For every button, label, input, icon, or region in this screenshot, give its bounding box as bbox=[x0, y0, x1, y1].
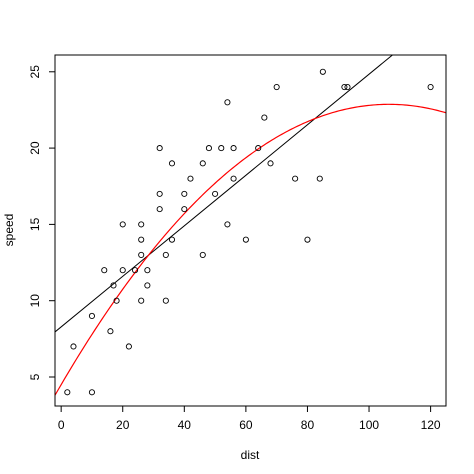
y-tick-label: 20 bbox=[28, 141, 42, 155]
data-point bbox=[292, 175, 299, 182]
data-point bbox=[168, 236, 176, 243]
y-tick-label: 5 bbox=[28, 373, 42, 380]
data-point bbox=[119, 221, 126, 228]
data-point bbox=[187, 175, 194, 182]
data-point bbox=[144, 267, 151, 274]
data-point bbox=[144, 282, 151, 289]
x-tick-label: 120 bbox=[421, 418, 441, 432]
x-axis-label: dist bbox=[241, 448, 260, 462]
data-point bbox=[156, 145, 163, 152]
x-tick-label: 100 bbox=[359, 418, 379, 432]
data-point bbox=[218, 145, 225, 152]
data-point bbox=[230, 145, 237, 152]
data-point bbox=[138, 251, 145, 258]
data-point bbox=[316, 175, 323, 182]
y-axis: 5 10 15 20 25 bbox=[28, 65, 55, 380]
data-point bbox=[267, 160, 274, 167]
data-point bbox=[199, 160, 206, 167]
x-tick-label: 0 bbox=[58, 418, 65, 432]
data-point bbox=[224, 99, 231, 106]
data-point bbox=[110, 282, 117, 289]
data-point bbox=[205, 145, 212, 152]
fit-lines bbox=[55, 55, 446, 396]
x-tick-label: 80 bbox=[301, 418, 315, 432]
data-point bbox=[212, 190, 219, 197]
data-point bbox=[255, 145, 262, 152]
data-point bbox=[156, 206, 163, 213]
data-point bbox=[138, 221, 145, 228]
data-point bbox=[131, 267, 139, 274]
data-point bbox=[162, 297, 169, 304]
data-point bbox=[64, 389, 71, 396]
data-point bbox=[261, 114, 268, 121]
data-point bbox=[344, 83, 351, 91]
data-point bbox=[319, 68, 326, 75]
y-tick-label: 10 bbox=[28, 294, 42, 308]
data-point bbox=[162, 251, 169, 258]
data-points bbox=[64, 68, 434, 396]
data-point bbox=[113, 297, 120, 304]
data-point bbox=[181, 190, 188, 197]
data-point bbox=[138, 236, 145, 243]
data-point bbox=[168, 160, 176, 167]
x-tick-label: 20 bbox=[116, 418, 130, 432]
linear-fit-line bbox=[55, 55, 394, 333]
y-axis-label: speed bbox=[2, 214, 16, 247]
data-point bbox=[242, 236, 249, 243]
data-point bbox=[341, 83, 348, 91]
data-point bbox=[70, 343, 77, 350]
data-point bbox=[230, 175, 237, 182]
data-point bbox=[107, 328, 114, 335]
data-point bbox=[156, 190, 163, 197]
data-point bbox=[119, 267, 126, 274]
data-point bbox=[304, 236, 311, 243]
data-point bbox=[88, 389, 95, 396]
plot-area bbox=[55, 55, 446, 396]
data-point bbox=[101, 267, 108, 274]
y-tick-label: 15 bbox=[28, 217, 42, 231]
x-tick-label: 60 bbox=[239, 418, 253, 432]
data-point bbox=[138, 297, 145, 304]
data-point bbox=[181, 206, 188, 213]
data-point bbox=[427, 83, 434, 91]
data-point bbox=[224, 221, 231, 228]
x-tick-label: 40 bbox=[178, 418, 192, 432]
data-point bbox=[88, 312, 95, 320]
data-point bbox=[273, 83, 280, 91]
x-axis: 0 20 40 60 80 100 120 bbox=[58, 406, 441, 432]
quadratic-fit-curve bbox=[55, 103, 446, 396]
plot-frame bbox=[54, 54, 447, 407]
data-point bbox=[199, 251, 206, 258]
y-tick-label: 25 bbox=[28, 65, 42, 79]
data-point bbox=[125, 343, 132, 350]
